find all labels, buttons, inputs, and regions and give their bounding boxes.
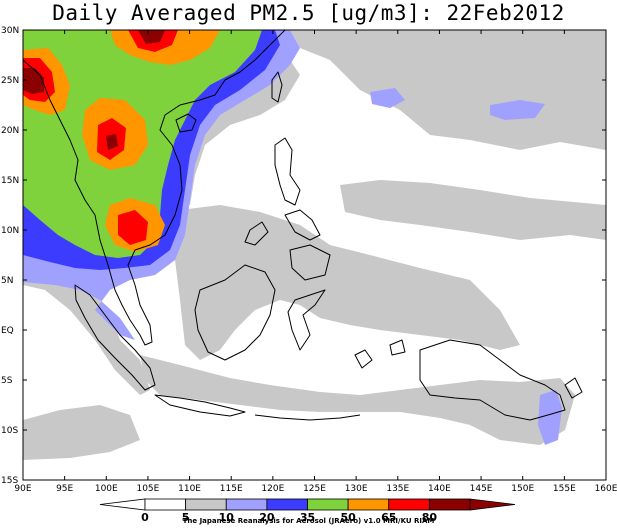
coastlines (22, 29, 583, 421)
field-red-south (118, 210, 148, 245)
coastline-philippines-central (284, 209, 321, 241)
lon-tick-label: 160E (595, 484, 617, 494)
colorbar-swatch (185, 498, 227, 511)
lat-tick-label: EQ (1, 326, 14, 336)
latitude-axis: 30N 25N 20N 15N 10N 5N EQ 5S 10S 15S (1, 26, 606, 486)
lon-tick-label: 100E (95, 484, 118, 494)
lat-tick-label: 10S (1, 426, 18, 436)
lon-tick-label: 130E (345, 484, 368, 494)
lon-tick-label: 145E (470, 484, 493, 494)
lon-tick-label: 150E (511, 484, 534, 494)
colorbar-level-label: 35 (300, 511, 315, 524)
lon-tick-label: 155E (553, 484, 576, 494)
field-grey-pacific-band (340, 180, 606, 240)
coastline-islands-east (354, 339, 583, 399)
colorbar: 0 5 10 20 35 50 65 80 (99, 498, 516, 524)
lon-tick-label: 120E (261, 484, 284, 494)
colorbar-level-label: 0 (141, 511, 149, 524)
lat-tick-label: 15N (1, 176, 19, 186)
lon-tick-label: 135E (386, 484, 409, 494)
coastline-lesser-sunda (254, 414, 361, 421)
field-grey-java (140, 355, 575, 445)
colorbar-swatch (388, 498, 430, 511)
lon-tick-label: 105E (136, 484, 159, 494)
field-grey-west (23, 270, 150, 395)
colorbar-level-label: 20 (259, 511, 275, 524)
colorbar-swatch (347, 498, 390, 511)
field-lightblue-patch-1 (370, 88, 405, 108)
lon-tick-label: 115E (220, 484, 243, 494)
coastline-luzon (274, 137, 301, 206)
lat-tick-label: 20N (1, 126, 19, 136)
field-grey-south (23, 405, 140, 460)
map-title: Daily Averaged PM2.5 [ug/m3]: 22Feb2012 (52, 1, 565, 25)
colorbar-swatch (307, 498, 349, 511)
lon-tick-label: 90E (14, 484, 31, 494)
colorbar-swatch (428, 498, 471, 511)
coastline-sulawesi (287, 289, 326, 351)
colorbar-swatch (225, 498, 268, 511)
field-grey-pacific-north (290, 30, 606, 150)
coastline-java (154, 394, 246, 417)
lat-tick-label: 15S (1, 476, 18, 486)
coastline-palawan (244, 221, 269, 246)
lat-tick-label: 30N (1, 26, 19, 36)
colorbar-arrow-left (99, 498, 146, 511)
colorbar-level-label: 5 (182, 511, 190, 524)
field-darkred-northcentre (138, 30, 165, 44)
lon-tick-label: 140E (428, 484, 451, 494)
colorbar-level-label: 65 (381, 511, 396, 524)
coastline-borneo (194, 264, 276, 361)
lat-tick-label: 10N (1, 226, 19, 236)
coastline-mainland (22, 29, 286, 346)
field-grey-central (175, 205, 520, 360)
lat-tick-label: 5S (1, 376, 13, 386)
lat-tick-label: 25N (1, 76, 19, 86)
colorbar-swatch (266, 498, 308, 511)
field-lightblue-patch-2 (490, 100, 545, 120)
colorbar-swatch (144, 498, 187, 511)
longitude-axis: 90E 95E 100E 105E 110E 115E 120E 125E 130E 135E 14… (14, 30, 617, 494)
colorbar-level-label: 10 (219, 511, 235, 524)
credit-line: The Japanese Reanalysis for Aerosol (JRA… (182, 517, 435, 525)
colorbar-arrow-right (469, 498, 516, 511)
lon-tick-label: 95E (56, 484, 73, 494)
field-lightblue-patch-3 (538, 390, 562, 445)
colorbar-level-label: 80 (422, 511, 438, 524)
coastline-taiwan (271, 71, 283, 103)
lon-tick-label: 125E (303, 484, 326, 494)
lon-tick-label: 110E (178, 484, 201, 494)
concentration-fields (23, 30, 606, 460)
lat-tick-label: 5N (1, 276, 13, 286)
field-darkred-central (106, 134, 118, 150)
coastline-new-guinea (419, 339, 566, 421)
coastline-hainan (175, 113, 197, 133)
coastline-sumatra (74, 284, 156, 391)
colorbar-level-label: 50 (340, 511, 356, 524)
coastline-mindanao (289, 244, 331, 281)
